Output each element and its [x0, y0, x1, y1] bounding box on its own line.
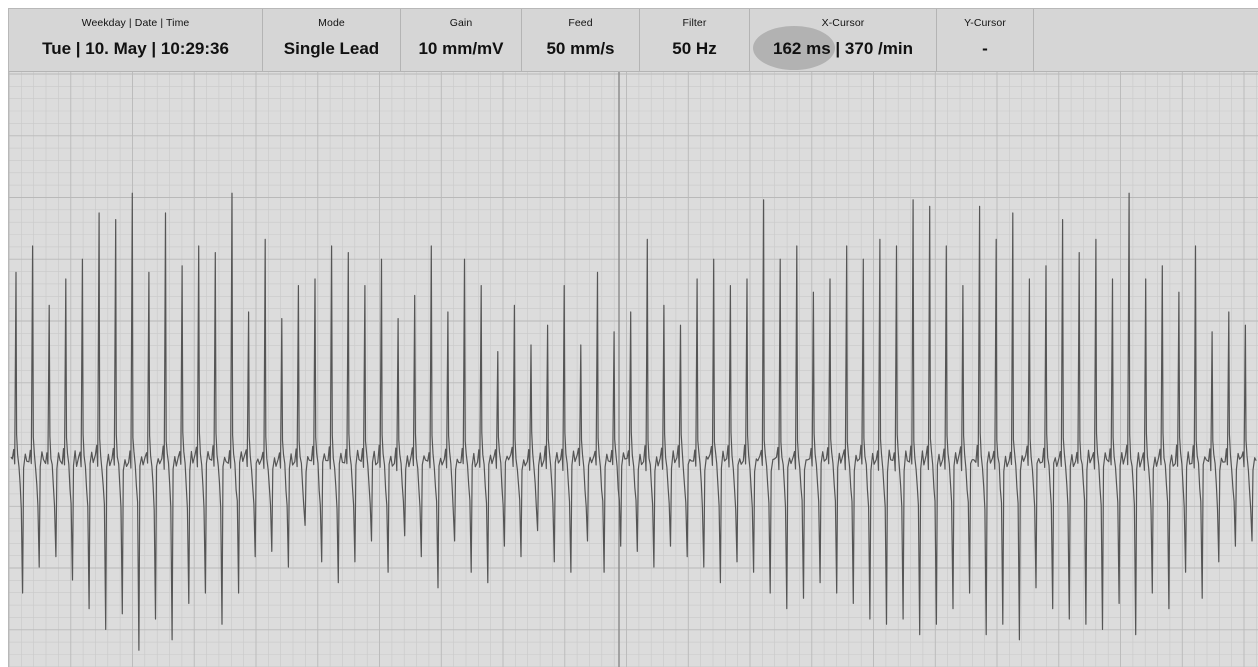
y-cursor-value: - [982, 39, 988, 58]
x-cursor-separator: | [835, 39, 841, 58]
y-cursor-label: Y-Cursor [964, 17, 1006, 29]
x-cursor-cell[interactable]: X-Cursor 162 ms | 370 /min [750, 9, 937, 71]
filter-value: 50 Hz [672, 39, 717, 58]
datetime-value: Tue | 10. May | 10:29:36 [42, 39, 229, 58]
ecg-monitor-screen: Weekday | Date | Time Tue | 10. May | 10… [8, 8, 1258, 667]
feed-cell[interactable]: Feed 50 mm/s [522, 9, 640, 71]
status-header: Weekday | Date | Time Tue | 10. May | 10… [9, 9, 1258, 72]
filter-label: Filter [682, 17, 707, 29]
grid-minor-lines [9, 72, 1258, 667]
grid-major-lines [9, 72, 1258, 667]
x-cursor-ms: 162 ms [773, 39, 831, 58]
feed-value: 50 mm/s [546, 39, 615, 58]
x-cursor-rate: 370 /min [844, 39, 913, 58]
filter-cell[interactable]: Filter 50 Hz [640, 9, 750, 71]
header-filler [1034, 9, 1258, 71]
x-cursor-value: 162 ms | 370 /min [750, 39, 936, 59]
ecg-trace [10, 192, 1257, 651]
ecg-chart-area[interactable] [9, 72, 1258, 667]
x-cursor-highlight [753, 26, 835, 70]
mode-label: Mode [318, 17, 345, 29]
datetime-cell: Weekday | Date | Time Tue | 10. May | 10… [9, 9, 263, 71]
x-cursor-label: X-Cursor [821, 17, 865, 29]
mode-value: Single Lead [283, 39, 380, 58]
mode-cell[interactable]: Mode Single Lead [263, 9, 401, 71]
datetime-label: Weekday | Date | Time [81, 17, 190, 29]
gain-cell[interactable]: Gain 10 mm/mV [401, 9, 522, 71]
y-cursor-cell[interactable]: Y-Cursor - [937, 9, 1034, 71]
feed-label: Feed [568, 17, 593, 29]
gain-label: Gain [449, 17, 473, 29]
ecg-svg [9, 72, 1258, 667]
gain-value: 10 mm/mV [418, 39, 504, 58]
